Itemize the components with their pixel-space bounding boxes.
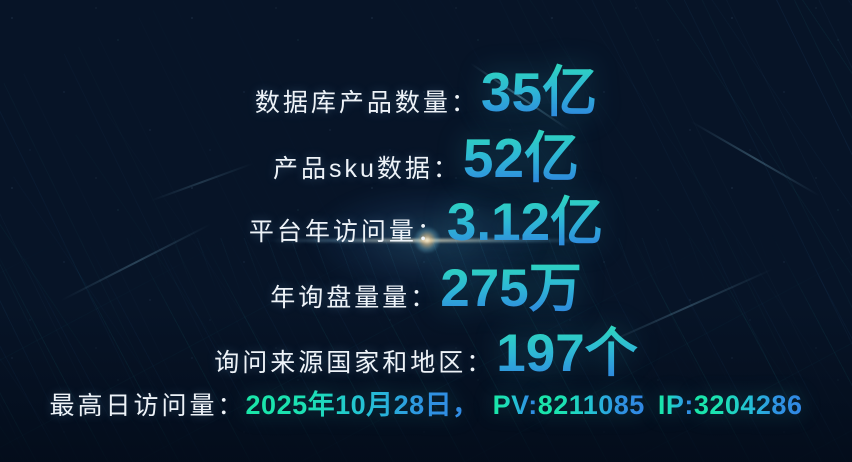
- pv-label: PV:: [492, 390, 538, 420]
- ip-value: 3204286: [693, 390, 803, 420]
- stat-label: 平台年访问量：: [248, 218, 445, 246]
- ip-label: IP:: [657, 390, 694, 420]
- stat-value: 35亿: [481, 47, 597, 127]
- stat-row-source-countries: 询问来源国家和地区： 197个: [0, 311, 852, 387]
- stat-label: 数据库产品数量：: [254, 89, 479, 117]
- stat-value: 275万: [440, 246, 581, 322]
- pv-value: 8211085: [537, 390, 645, 420]
- stat-value: 3.12亿: [447, 180, 603, 256]
- stat-value: 52亿: [463, 113, 579, 193]
- stat-row-database-products: 数据库产品数量： 35亿: [0, 47, 852, 127]
- peak-visits-label: 最高日访问量：: [49, 392, 246, 420]
- stat-row-annual-visits: 平台年访问量： 3.12亿: [0, 180, 852, 256]
- background-bottom-shade: [0, 304, 852, 462]
- stat-label: 询问来源国家和地区：: [214, 349, 495, 377]
- stat-row-peak-daily-visits: 最高日访问量： 2025年10月28日， PV: 8211085 IP: 320…: [0, 383, 852, 422]
- stat-value: 197个: [496, 311, 637, 387]
- stat-row-annual-inquiries: 年询盘量量： 275万: [0, 246, 852, 322]
- stat-row-product-sku: 产品sku数据： 52亿: [0, 113, 852, 193]
- stat-label: 年询盘量量：: [270, 284, 439, 312]
- peak-visits-date: 2025年10月28日，: [246, 383, 480, 422]
- stat-label: 产品sku数据：: [272, 155, 461, 183]
- center-glow-core: [414, 227, 440, 253]
